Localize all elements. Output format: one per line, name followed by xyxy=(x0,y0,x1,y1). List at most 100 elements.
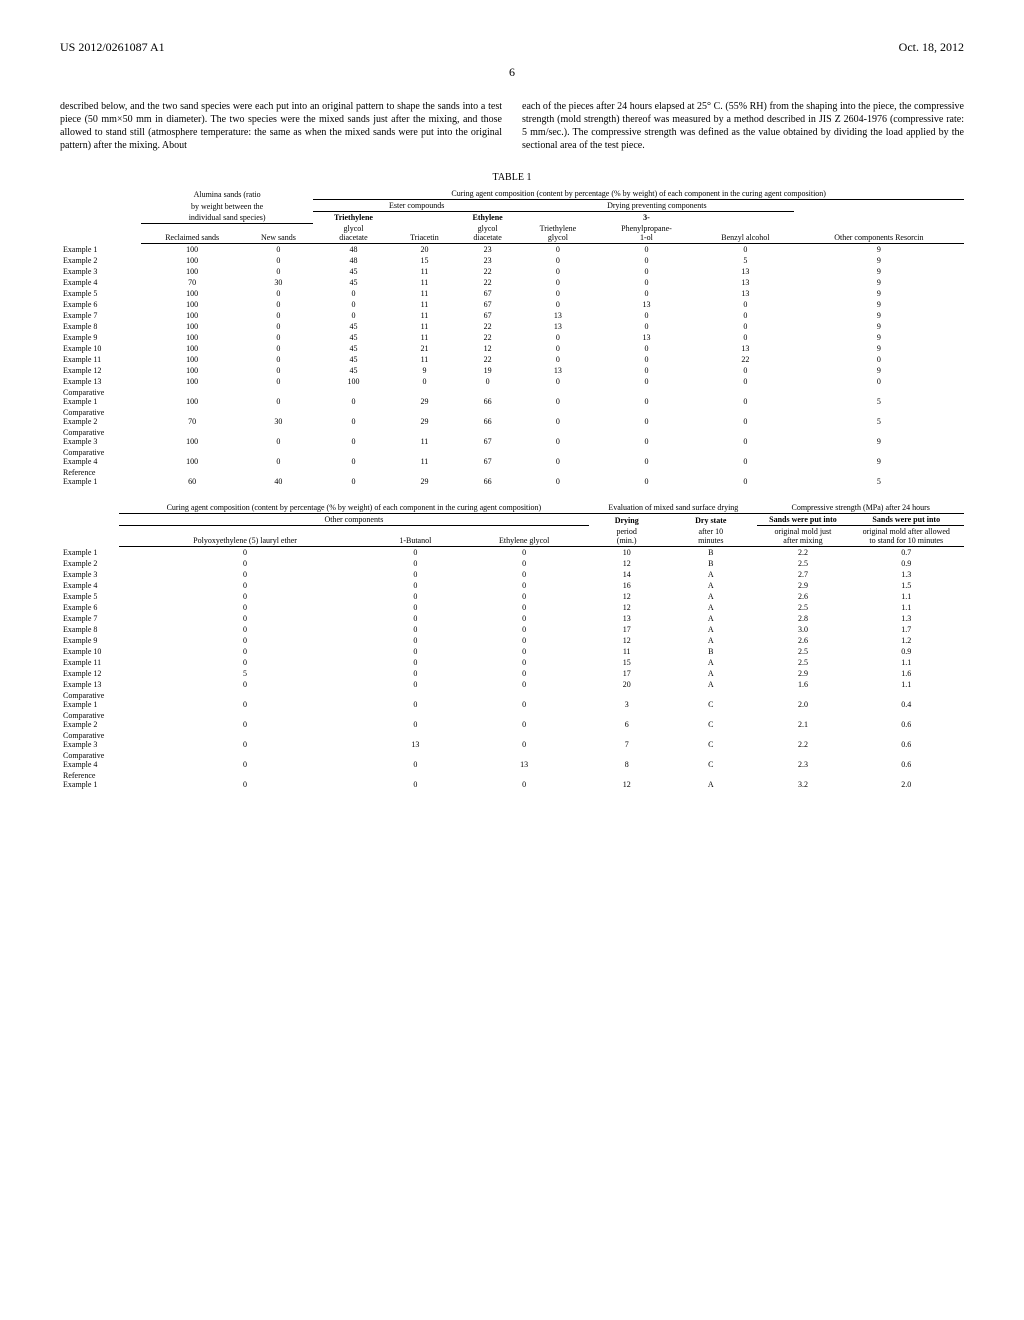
cell: C xyxy=(664,710,757,730)
row-label: ComparativeExample 1 xyxy=(60,387,141,407)
cell: 100 xyxy=(141,299,244,310)
cell: 0 xyxy=(243,255,313,266)
cell: 0 xyxy=(596,343,697,354)
table-row: Example 500012A2.61.1 xyxy=(60,591,964,602)
cell: 0.9 xyxy=(849,558,965,569)
row-label: Example 5 xyxy=(60,591,119,602)
cell: 22 xyxy=(455,266,520,277)
table-row: ReferenceExample 100012A3.22.0 xyxy=(60,770,964,790)
row-label: Example 5 xyxy=(60,288,141,299)
table-row: Example 3100045112200139 xyxy=(60,266,964,277)
body-text: described below, and the two sand specie… xyxy=(60,100,964,152)
table-row: ComparativeExample 400138C2.30.6 xyxy=(60,750,964,770)
cell: 1.3 xyxy=(849,613,965,624)
cell: A xyxy=(664,591,757,602)
row-label: Example 8 xyxy=(60,321,141,332)
cell: 0 xyxy=(459,668,589,679)
table-row: Example 710000116713009 xyxy=(60,310,964,321)
table-row: Example 200012B2.50.9 xyxy=(60,558,964,569)
cell: 15 xyxy=(589,657,664,668)
t2-col-eg: Ethylene glycol xyxy=(459,526,589,547)
cell: 13 xyxy=(459,750,589,770)
cell: 13 xyxy=(596,332,697,343)
cell: 45 xyxy=(313,332,393,343)
row-label: ReferenceExample 1 xyxy=(60,467,141,487)
t1-col-teg: Triethyleneglycol xyxy=(520,223,596,244)
cell: 2.5 xyxy=(757,602,848,613)
row-label: Example 12 xyxy=(60,365,141,376)
cell: 0 xyxy=(313,447,393,467)
row-label: Example 3 xyxy=(60,266,141,277)
cell: 20 xyxy=(394,244,456,256)
cell: 1.1 xyxy=(849,657,965,668)
cell: 67 xyxy=(455,299,520,310)
cell: 100 xyxy=(141,447,244,467)
cell: 0 xyxy=(119,580,372,591)
cell: 0 xyxy=(459,770,589,790)
cell: 2.9 xyxy=(757,668,848,679)
cell: 0 xyxy=(520,266,596,277)
row-label: Example 9 xyxy=(60,332,141,343)
cell: 0 xyxy=(459,730,589,750)
table-row: Example 700013A2.81.3 xyxy=(60,613,964,624)
table-row: Example 610000116701309 xyxy=(60,299,964,310)
cell: 13 xyxy=(697,343,794,354)
cell: 16 xyxy=(589,580,664,591)
cell: 0 xyxy=(243,427,313,447)
cell: 0 xyxy=(459,635,589,646)
cell: 0 xyxy=(520,299,596,310)
cell: 2.3 xyxy=(757,750,848,770)
cell: 0 xyxy=(520,447,596,467)
cell: 48 xyxy=(313,244,393,256)
cell: 2.0 xyxy=(849,770,965,790)
cell: 11 xyxy=(394,427,456,447)
table-row: Example 210004815230059 xyxy=(60,255,964,266)
cell: 11 xyxy=(394,266,456,277)
table-row: Example 131000100000000 xyxy=(60,376,964,387)
cell: 0 xyxy=(372,657,460,668)
cell: 0 xyxy=(596,376,697,387)
cell: 2.2 xyxy=(757,547,848,559)
cell: 2.8 xyxy=(757,613,848,624)
cell: 0 xyxy=(697,299,794,310)
row-label: Example 13 xyxy=(60,376,141,387)
cell: 0 xyxy=(372,668,460,679)
cell: 9 xyxy=(794,244,964,256)
t2-curing-h: Curing agent composition (content by per… xyxy=(119,502,590,514)
cell: 12 xyxy=(589,635,664,646)
cell: 0 xyxy=(697,365,794,376)
row-label: Example 2 xyxy=(60,558,119,569)
pub-number: US 2012/0261087 A1 xyxy=(60,40,165,55)
cell: 0 xyxy=(119,602,372,613)
cell: 0 xyxy=(372,558,460,569)
cell: 1.7 xyxy=(849,624,965,635)
cell: 0 xyxy=(372,591,460,602)
table-row: Example 800017A3.01.7 xyxy=(60,624,964,635)
cell: 9 xyxy=(794,321,964,332)
cell: 0 xyxy=(596,266,697,277)
cell: 2.5 xyxy=(757,657,848,668)
cell: 66 xyxy=(455,467,520,487)
table-row: Example 1210004591913009 xyxy=(60,365,964,376)
cell: 12 xyxy=(589,770,664,790)
row-label: Example 10 xyxy=(60,343,141,354)
t1-curing-h: Curing agent composition (content by per… xyxy=(313,188,964,200)
cell: 0 xyxy=(596,288,697,299)
cell: 100 xyxy=(313,376,393,387)
cell: 2.6 xyxy=(757,635,848,646)
t2-c-put2: Sands were put into xyxy=(849,514,965,526)
table-row: Example 110004820230009 xyxy=(60,244,964,256)
cell: 100 xyxy=(141,343,244,354)
table2: Curing agent composition (content by per… xyxy=(60,502,964,790)
cell: 0 xyxy=(243,354,313,365)
cell: 9 xyxy=(394,365,456,376)
cell: 70 xyxy=(141,277,244,288)
cell: 0 xyxy=(243,321,313,332)
cell: 13 xyxy=(697,288,794,299)
cell: 13 xyxy=(697,277,794,288)
cell: 0 xyxy=(313,387,393,407)
cell: 2.5 xyxy=(757,558,848,569)
cell: 0 xyxy=(372,770,460,790)
cell: 0 xyxy=(313,310,393,321)
cell: 100 xyxy=(141,387,244,407)
